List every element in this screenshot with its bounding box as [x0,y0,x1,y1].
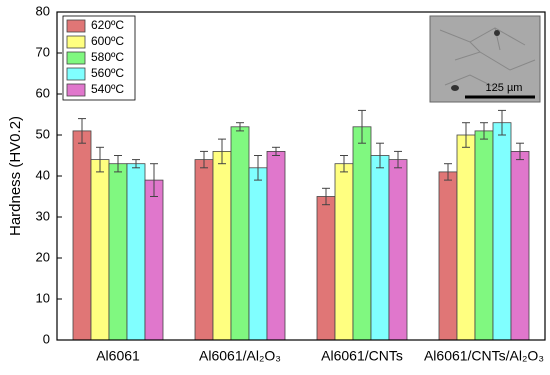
bar [90,159,110,341]
inset-scale-label: 125 µm [486,82,523,94]
error-bar [254,155,262,181]
error-bar [200,150,208,169]
plot-frame [56,11,546,341]
y-tick-label: 50 [36,126,50,141]
legend-swatch [66,19,86,33]
bar [194,159,214,341]
error-bar [516,142,524,161]
legend-swatch [66,67,86,81]
error-bar [376,142,384,169]
y-tick-label: 70 [36,44,50,59]
error-bar [340,155,348,173]
legend-label: 620ºC [91,18,124,32]
legend-swatch [66,35,86,49]
error-bar [498,109,506,136]
y-axis-label: Hardness (HV0.2) [7,116,24,236]
legend-label: 600ºC [91,34,124,48]
bar [316,196,336,341]
error-bar [114,155,122,173]
legend-label: 580ºC [91,50,124,64]
bar [212,150,232,341]
bar [248,167,268,341]
bar [126,163,146,341]
error-bar [132,159,140,169]
x-tick-label: Al6061/CNTs [321,348,403,364]
y-tick-label: 80 [36,3,50,18]
bar [510,150,530,341]
bar [144,179,164,341]
bar [352,126,372,341]
x-tick-label: Al6061 [96,348,140,364]
legend-swatch [66,83,86,97]
bar [492,122,512,341]
y-tick-label: 30 [36,208,50,223]
error-bar [480,122,488,140]
error-bar [462,122,470,148]
legend-swatch [66,51,86,65]
error-bar [96,146,104,173]
bar [108,163,128,341]
error-bar [218,138,226,165]
bar [438,171,458,341]
bar [456,134,476,341]
legend-label: 560ºC [91,66,124,80]
bar [266,150,286,341]
y-tick-label: 40 [36,167,50,182]
legend-label: 540ºC [91,82,124,96]
y-tick-label: 0 [43,331,50,346]
bar [370,155,390,341]
error-bar [394,150,402,169]
inset-image [429,15,541,103]
error-bar [272,146,280,156]
bar [334,163,354,341]
bar [388,159,408,341]
x-tick-label: Al6061/CNTs/Al₂O₃ [424,348,544,364]
error-bar [322,187,330,206]
y-tick-label: 60 [36,85,50,100]
error-bar [236,122,244,132]
x-tick-label: Al6061/Al₂O₃ [199,348,281,364]
error-bar [150,163,158,197]
bar [72,130,92,341]
bar [474,130,494,341]
y-tick-label: 10 [36,290,50,305]
y-tick-label: 20 [36,249,50,264]
error-bar [358,109,366,144]
error-bar [78,118,86,144]
error-bar [444,163,452,181]
bar [230,126,250,341]
